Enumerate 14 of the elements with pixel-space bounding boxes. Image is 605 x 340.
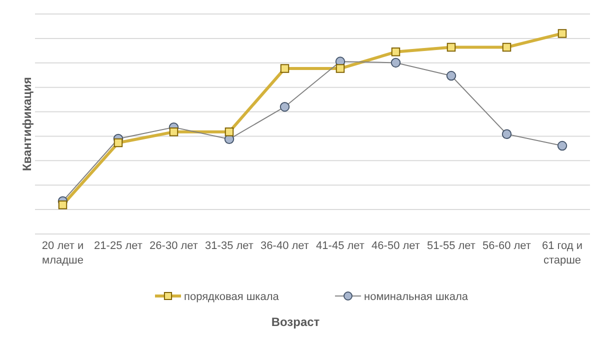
x-tick-label: 36-40 лет: [260, 240, 309, 252]
x-tick-label: 21-25 лет: [94, 240, 142, 252]
x-axis-title: Возраст: [271, 315, 320, 329]
legend-label: номинальная шкала: [364, 290, 469, 303]
x-tick-label: 31-35 лет: [205, 240, 254, 252]
x-tick-label: 51-55 лет: [427, 240, 476, 252]
x-tick-label: 46-50 лет: [372, 240, 420, 252]
x-tick-label: 26-30 лет: [150, 240, 198, 252]
legend-label: порядковая шкала: [184, 290, 280, 303]
x-tick-label: 41-45 лет: [316, 240, 364, 252]
y-axis-title: Квантификация: [20, 76, 34, 172]
x-tick-label: 20 лет и младше: [42, 240, 84, 266]
x-tick-label: 61 год и старше: [542, 240, 583, 266]
x-tick-label: 56-60 лет: [482, 240, 531, 252]
